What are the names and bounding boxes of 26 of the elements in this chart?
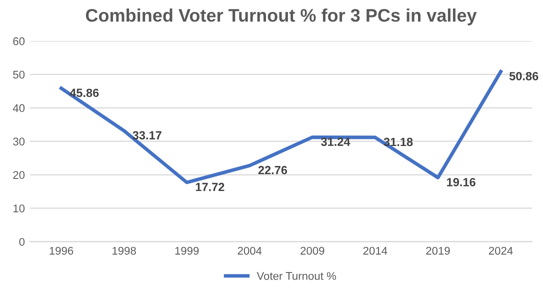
x-tick-label: 2004	[238, 246, 262, 255]
legend-label: Voter Turnout %	[256, 272, 336, 280]
line-series	[60, 70, 502, 184]
data-label: 22.76	[258, 166, 288, 174]
y-tick-label: 30	[13, 138, 25, 146]
y-tick-label: 20	[13, 171, 25, 179]
y-tick-label: 50	[13, 70, 25, 79]
data-label: 17.72	[196, 182, 224, 192]
x-tick-label: 2019	[426, 246, 450, 255]
x-tick-label: 1999	[175, 246, 199, 255]
x-tick-label: 2024	[488, 246, 513, 255]
data-label: 45.86	[70, 88, 99, 98]
y-tick-label: 10	[13, 204, 25, 212]
y-tick-label: 40	[12, 104, 25, 112]
data-label: 31.24	[321, 138, 350, 146]
y-tick-label: 60	[13, 37, 25, 46]
data-label: 19.16	[447, 178, 476, 186]
x-tick-label: 2009	[300, 246, 324, 255]
x-tick-label: 2014	[363, 246, 388, 255]
x-tick-label: 1998	[112, 246, 136, 255]
x-tick-label: 1996	[50, 246, 74, 255]
data-label: 50.86	[509, 72, 538, 80]
data-label: 31.18	[384, 138, 413, 146]
data-label: 33.17	[132, 131, 162, 140]
y-tick-label: 0	[19, 238, 25, 246]
chart-title: Combined Voter Turnout % for 3 PCs in valley	[86, 8, 477, 26]
